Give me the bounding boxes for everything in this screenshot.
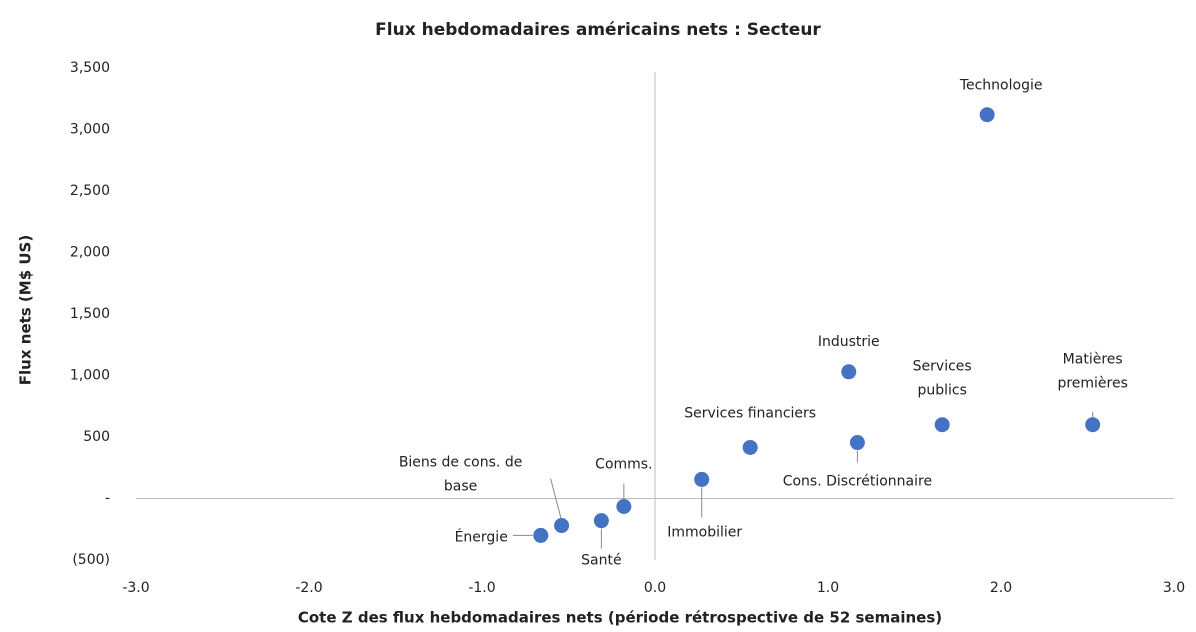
x-tick-label: 2.0 — [990, 580, 1012, 596]
x-tick-label: -1.0 — [468, 580, 495, 596]
point-label: Comms. — [595, 456, 652, 472]
x-tick-label: 0.0 — [644, 580, 666, 596]
point — [593, 513, 609, 529]
y-tick-label: 1,000 — [70, 368, 110, 384]
point — [554, 518, 570, 534]
point-label: Santé — [581, 553, 621, 569]
leader-line — [550, 478, 563, 521]
y-tick-label: 3,500 — [70, 60, 110, 76]
y-tick-label: 3,000 — [70, 122, 110, 138]
y-tick-label: 2,000 — [70, 245, 110, 261]
point-label: Immobilier — [667, 524, 742, 540]
point-label: Technologie — [959, 78, 1043, 94]
point — [742, 439, 758, 455]
point — [616, 498, 632, 514]
point — [979, 107, 995, 123]
x-tick-label: -2.0 — [295, 580, 322, 596]
point-label: Services publics — [913, 359, 972, 399]
x-tick-label: 1.0 — [817, 580, 839, 596]
point — [849, 435, 865, 451]
point — [694, 471, 710, 487]
chart-title: Flux hebdomadaires américains nets : Sec… — [375, 20, 821, 40]
x-axis-title: Cote Z des flux hebdomadaires nets (péri… — [298, 609, 942, 627]
point-label: Matières premières — [1057, 352, 1127, 392]
y-axis-title: Flux nets (M$ US) — [17, 235, 35, 385]
point-label: Services financiers — [684, 405, 816, 421]
y-tick-label: (500) — [72, 552, 110, 568]
point — [841, 364, 857, 380]
point — [1085, 417, 1101, 433]
x-tick-label: 3.0 — [1163, 580, 1185, 596]
x-tick-label: -3.0 — [122, 580, 149, 596]
point-label: Industrie — [818, 334, 880, 350]
y-tick-label: 500 — [83, 429, 110, 445]
point-label: Cons. Discrétionnaire — [783, 474, 932, 490]
point — [533, 527, 549, 543]
y-tick-label: 1,500 — [70, 306, 110, 322]
point-label: Énergie — [455, 528, 508, 545]
point — [934, 417, 950, 433]
point-label: Biens de cons. de base — [399, 455, 523, 495]
y-tick-label: 2,500 — [70, 183, 110, 199]
y-tick-label: - — [105, 491, 110, 507]
